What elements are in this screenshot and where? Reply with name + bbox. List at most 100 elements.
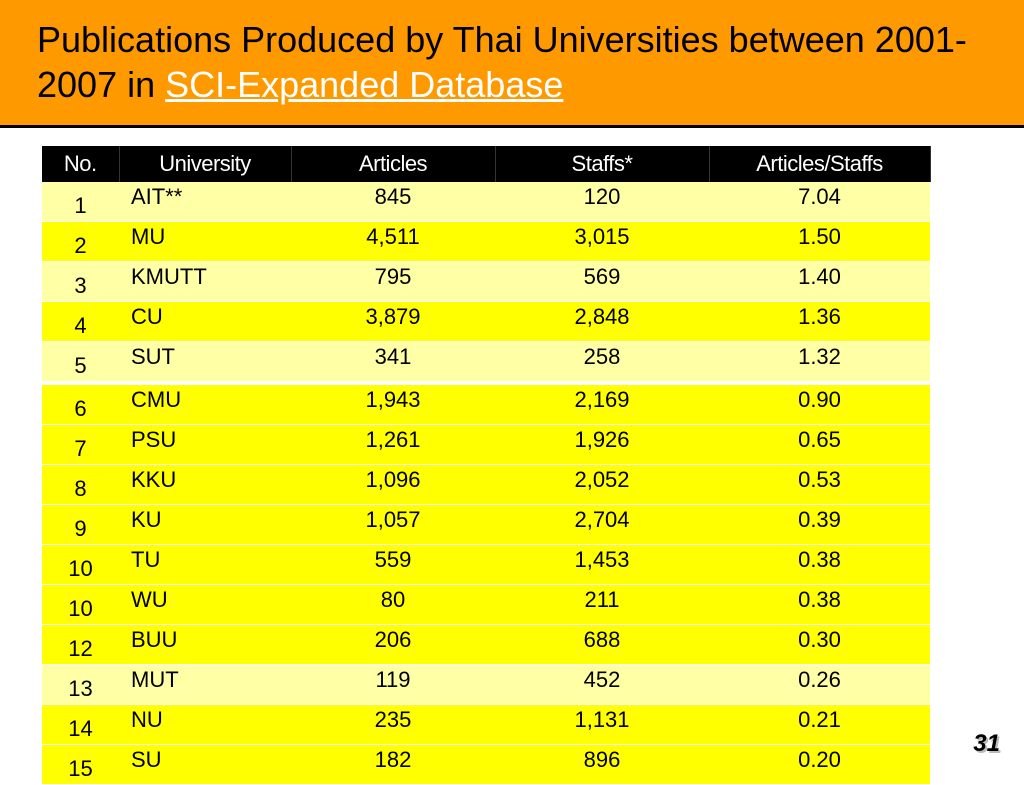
cell-ratio: 0.20 — [709, 744, 930, 785]
cell-staffs: 452 — [495, 664, 709, 705]
cell-ratio: 0.38 — [709, 584, 930, 625]
cell-no: 7 — [42, 424, 119, 465]
cell-university: AIT** — [119, 182, 291, 222]
cell-articles: 1,057 — [291, 504, 495, 545]
slide-title: Publications Produced by Thai Universiti… — [37, 17, 997, 107]
cell-university: NU — [119, 704, 291, 745]
table-row: 2 MU 4,511 3,015 1.50 — [42, 221, 930, 262]
table-row: 6 CMU 1,943 2,169 0.90 — [42, 383, 930, 425]
cell-ratio: 0.39 — [709, 504, 930, 545]
cell-ratio: 7.04 — [709, 182, 930, 222]
cell-staffs: 2,848 — [495, 301, 709, 342]
table-row: 10 TU 559 1,453 0.38 — [42, 544, 930, 585]
cell-ratio: 1.36 — [709, 301, 930, 342]
cell-staffs: 2,052 — [495, 464, 709, 505]
cell-no: 1 — [42, 182, 119, 222]
cell-articles: 235 — [291, 704, 495, 745]
table-row: 13 MUT 119 452 0.26 — [42, 664, 930, 705]
cell-university: KU — [119, 504, 291, 545]
cell-ratio: 0.90 — [709, 383, 930, 425]
cell-university: MUT — [119, 664, 291, 705]
table-row: 4 CU 3,879 2,848 1.36 — [42, 301, 930, 342]
cell-staffs: 211 — [495, 584, 709, 625]
cell-no: 12 — [42, 624, 119, 665]
title-main-text: Publications Produced by Thai Universiti… — [37, 19, 967, 105]
cell-no: 10 — [42, 584, 119, 625]
table-row: 9 KU 1,057 2,704 0.39 — [42, 504, 930, 545]
cell-no: 9 — [42, 504, 119, 545]
cell-articles: 341 — [291, 341, 495, 385]
table-row: 3 KMUTT 795 569 1.40 — [42, 261, 930, 302]
header-ratio: Articles/Staffs — [709, 146, 931, 182]
cell-staffs: 569 — [495, 261, 709, 302]
cell-staffs: 1,453 — [495, 544, 709, 585]
cell-university: KKU — [119, 464, 291, 505]
cell-no: 3 — [42, 261, 119, 302]
cell-articles: 1,261 — [291, 424, 495, 465]
title-database-link[interactable]: SCI-Expanded Database — [165, 64, 564, 105]
cell-staffs: 2,704 — [495, 504, 709, 545]
cell-staffs: 258 — [495, 341, 709, 385]
table-body: 1 AIT** 845 120 7.04 2 MU 4,511 3,015 1.50 3 KMUTT 7… — [42, 182, 930, 785]
cell-no: 14 — [42, 704, 119, 745]
cell-articles: 559 — [291, 544, 495, 585]
cell-no: 4 — [42, 301, 119, 342]
cell-no: 2 — [42, 221, 119, 262]
cell-ratio: 0.21 — [709, 704, 930, 745]
cell-no: 6 — [42, 383, 119, 425]
table-row: 10 WU 80 211 0.38 — [42, 584, 930, 625]
cell-articles: 4,511 — [291, 221, 495, 262]
cell-university: BUU — [119, 624, 291, 665]
cell-articles: 119 — [291, 664, 495, 705]
cell-articles: 80 — [291, 584, 495, 625]
cell-ratio: 0.30 — [709, 624, 930, 665]
header-staffs: Staffs* — [495, 146, 710, 182]
cell-university: KMUTT — [119, 261, 291, 302]
cell-university: TU — [119, 544, 291, 585]
cell-no: 13 — [42, 664, 119, 705]
header-university: University — [119, 146, 292, 182]
cell-university: SUT — [119, 341, 291, 385]
page-number-shadow: 31 — [975, 732, 1002, 759]
cell-staffs: 2,169 — [495, 383, 709, 425]
cell-university: WU — [119, 584, 291, 625]
cell-staffs: 3,015 — [495, 221, 709, 262]
page-number: 31 — [973, 730, 1000, 757]
table-row: 14 NU 235 1,131 0.21 — [42, 704, 930, 745]
cell-staffs: 120 — [495, 182, 709, 222]
cell-no: 15 — [42, 744, 119, 785]
publications-table: No. University Articles Staffs* Articles… — [42, 146, 931, 785]
cell-staffs: 1,926 — [495, 424, 709, 465]
title-banner: Publications Produced by Thai Universiti… — [0, 0, 1024, 128]
cell-ratio: 0.26 — [709, 664, 930, 705]
cell-university: PSU — [119, 424, 291, 465]
cell-staffs: 688 — [495, 624, 709, 665]
cell-ratio: 0.38 — [709, 544, 930, 585]
cell-staffs: 896 — [495, 744, 709, 785]
cell-articles: 795 — [291, 261, 495, 302]
table-row: 15 SU 182 896 0.20 — [42, 744, 930, 785]
cell-ratio: 0.65 — [709, 424, 930, 465]
cell-ratio: 1.32 — [709, 341, 930, 385]
cell-ratio: 1.50 — [709, 221, 930, 262]
cell-articles: 206 — [291, 624, 495, 665]
cell-university: MU — [119, 221, 291, 262]
cell-university: CU — [119, 301, 291, 342]
cell-articles: 1,943 — [291, 383, 495, 425]
cell-university: SU — [119, 744, 291, 785]
cell-staffs: 1,131 — [495, 704, 709, 745]
table-row: 5 SUT 341 258 1.32 — [42, 341, 930, 385]
cell-articles: 1,096 — [291, 464, 495, 505]
header-articles: Articles — [291, 146, 496, 182]
cell-articles: 3,879 — [291, 301, 495, 342]
cell-articles: 182 — [291, 744, 495, 785]
header-no: No. — [42, 146, 120, 182]
cell-no: 10 — [42, 544, 119, 585]
cell-no: 8 — [42, 464, 119, 505]
cell-articles: 845 — [291, 182, 495, 222]
table-row: 12 BUU 206 688 0.30 — [42, 624, 930, 665]
table-row: 7 PSU 1,261 1,926 0.65 — [42, 424, 930, 465]
table-row: 8 KKU 1,096 2,052 0.53 — [42, 464, 930, 505]
table-row: 1 AIT** 845 120 7.04 — [42, 182, 930, 222]
table-header-row: No. University Articles Staffs* Articles… — [42, 146, 931, 182]
